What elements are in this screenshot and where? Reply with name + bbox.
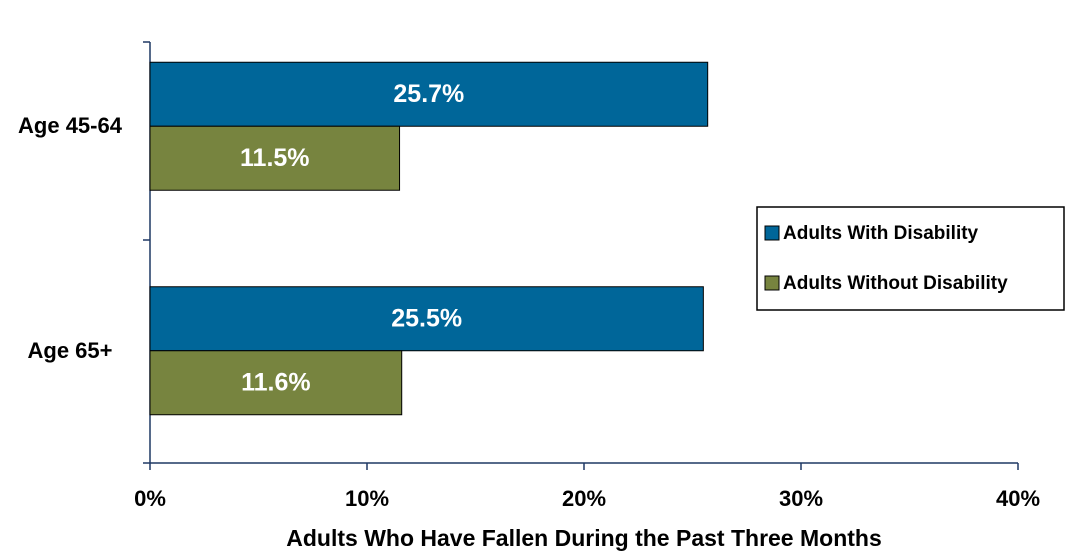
x-axis-title: Adults Who Have Fallen During the Past T… xyxy=(286,525,882,551)
x-tick-label: 40% xyxy=(996,486,1040,511)
legend-swatch xyxy=(764,225,780,241)
y-tick-label: Age 45-64 xyxy=(18,113,122,139)
bar xyxy=(149,350,403,416)
x-tick-label: 20% xyxy=(562,486,606,511)
bar xyxy=(149,61,709,127)
legend-label: Adults Without Disability xyxy=(783,273,1008,294)
data-label: 25.5% xyxy=(391,304,462,332)
data-label: 11.6% xyxy=(241,368,311,396)
bar xyxy=(149,286,704,352)
legend-label: Adults With Disability xyxy=(783,223,979,244)
data-label: 11.5% xyxy=(240,144,310,172)
bar xyxy=(149,125,401,191)
legend-swatch xyxy=(764,275,780,291)
x-tick-label: 0% xyxy=(134,486,166,511)
y-tick-label: Age 65+ xyxy=(27,337,113,363)
x-tick-label: 10% xyxy=(345,486,389,511)
data-label: 25.7% xyxy=(393,80,464,108)
x-tick-label: 30% xyxy=(779,486,823,511)
legend-box xyxy=(756,206,1065,311)
